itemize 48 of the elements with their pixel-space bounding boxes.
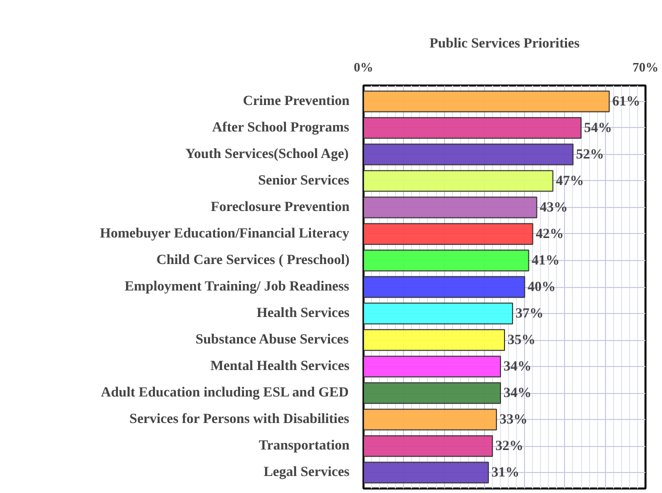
y-tick-label: Crime Prevention: [242, 94, 350, 109]
data-label: 42%: [536, 226, 564, 242]
y-tick-label: Homebuyer Education/Financial Literacy: [100, 226, 350, 242]
y-tick-label: Mental Health Services: [210, 359, 350, 374]
data-label: 32%: [495, 439, 524, 454]
data-label: 43%: [540, 200, 568, 216]
data-label: 47%: [556, 174, 584, 189]
bar: [364, 382, 501, 404]
y-tick-label: After School Programs: [212, 120, 350, 136]
bar: [364, 302, 514, 324]
data-label: 41%: [532, 253, 560, 268]
bar: [364, 435, 493, 457]
y-tick-label: Employment Training/ Job Readiness: [124, 280, 350, 294]
y-tick-label: Youth Services(School Age): [185, 146, 350, 162]
data-label: 34%: [503, 386, 532, 402]
data-label: 35%: [508, 333, 536, 348]
data-label: 37%: [516, 306, 544, 322]
bar: [364, 462, 489, 484]
data-label: 40%: [528, 280, 556, 295]
x-tick-label: 0%: [354, 60, 374, 74]
bar: [364, 170, 554, 192]
y-tick-label: Services for Persons with Disabilities: [129, 412, 350, 428]
y-tick-label: Transportation: [258, 438, 350, 454]
data-label: 54%: [584, 120, 612, 136]
y-tick-label: Senior Services: [258, 173, 350, 188]
chart-title: Public Services Priorities: [429, 36, 580, 52]
bar: [364, 196, 538, 218]
y-tick-label: Health Services: [256, 306, 350, 322]
y-tick-label: Legal Services: [264, 465, 350, 480]
bar: [364, 408, 497, 430]
y-tick-label: Foreclosure Prevention: [210, 200, 350, 215]
bar: [364, 329, 505, 351]
data-label: 31%: [491, 466, 520, 481]
x-tick-label: 70%: [632, 60, 658, 74]
y-tick-label: Substance Abuse Services: [195, 332, 350, 348]
data-label: 61%: [612, 94, 640, 110]
y-tick-label: Child Care Services ( Preschool): [156, 252, 350, 268]
bar: [364, 250, 530, 272]
bar: [364, 117, 582, 139]
data-label: 34%: [503, 360, 532, 375]
bar: [364, 276, 526, 298]
data-label: 33%: [499, 412, 528, 428]
y-tick-label: Adult Education including ESL and GED: [100, 386, 349, 401]
bar: [364, 356, 501, 378]
bar: [364, 144, 574, 166]
bar: [364, 223, 534, 245]
data-label: 52%: [576, 147, 604, 162]
bar: [364, 90, 610, 112]
